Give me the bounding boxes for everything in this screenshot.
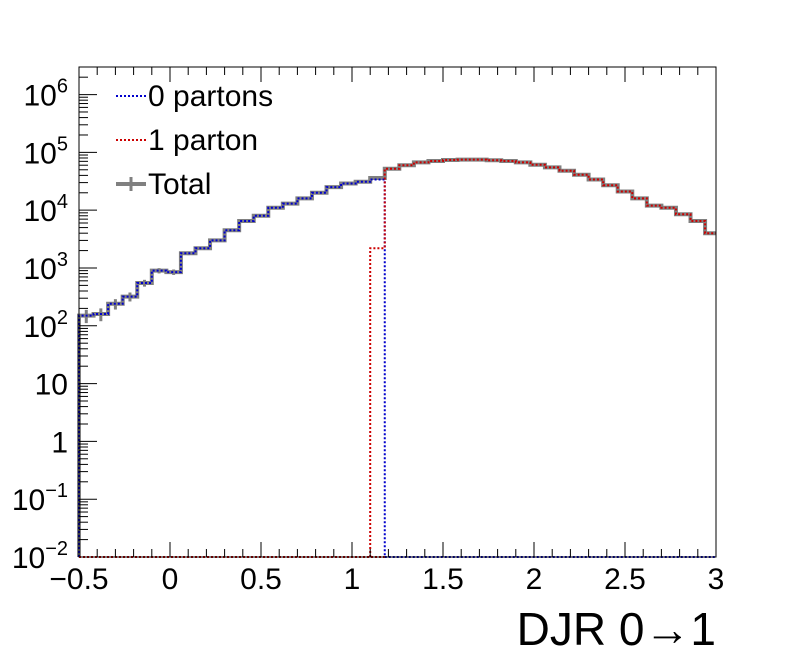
y-tick-label: 103 [24,249,69,286]
x-tick-label: 2 [526,563,543,596]
x-tick-label: 2.5 [604,563,646,596]
legend: 0 partons 1 parton Total [116,80,273,201]
series-line-total [77,157,716,557]
series-1-parton [369,158,716,557]
x-tick-label: 1 [344,563,361,596]
series-total [77,157,716,557]
y-tick-label: 1 [51,426,68,459]
legend-label-total: Total [148,168,211,201]
plot-frame [78,66,717,558]
y-tick-label: 105 [24,133,69,170]
series-line-1-parton [369,158,716,557]
series-layer [77,157,716,558]
y-tick-label: 102 [24,307,69,344]
x-axis-title: DJR 0→1 [517,603,716,655]
x-tick-label: 0 [162,563,179,596]
x-tick-label: −0.5 [49,563,108,596]
y-tick-label: 10 [35,369,68,402]
x-tick-label: 3 [708,563,725,596]
legend-label-0-partons: 0 partons [148,80,273,113]
y-tick-label: 104 [24,191,69,228]
series-0-partons [78,178,386,557]
legend-label-1-parton: 1 parton [148,124,258,157]
y-tick-label: 10−2 [12,538,68,575]
legend-item-1-parton: 1 parton [116,124,258,157]
legend-item-total: Total [116,168,211,201]
y-tick-label: 106 [24,76,69,113]
axes-layer: −0.5 0 0.5 1 1.5 2 2.5 3 10−2 10−1 1 10 102 103 104 105… [12,66,725,596]
legend-item-0-partons: 0 partons [116,80,273,113]
x-tick-label: 1.5 [422,563,464,596]
y-tick-label: 10−1 [12,480,68,517]
x-tick-label: 0.5 [240,563,282,596]
series-line-0-partons [78,178,386,557]
